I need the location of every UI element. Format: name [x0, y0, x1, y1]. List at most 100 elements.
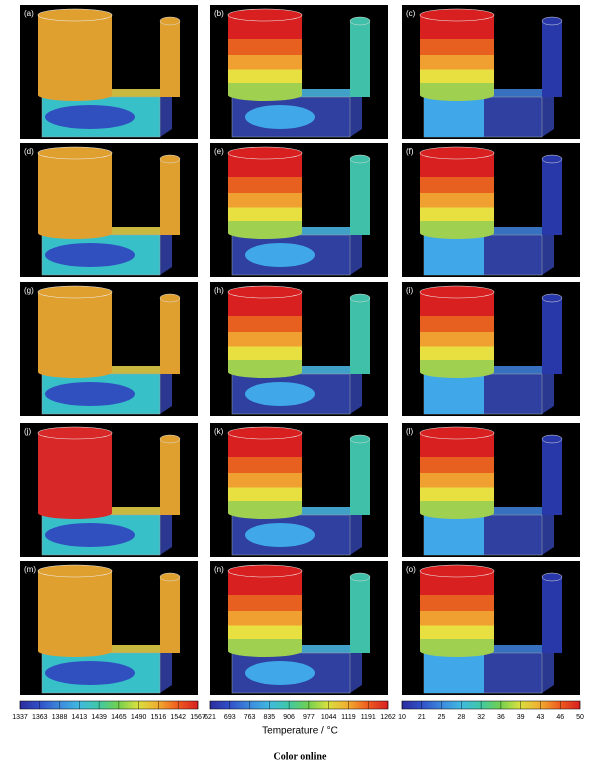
box-region — [45, 661, 135, 685]
colorbar — [401, 700, 581, 710]
panel-label: (j) — [24, 427, 31, 436]
box-side — [542, 507, 554, 555]
colorbar-tick-label: 835 — [263, 714, 275, 721]
big-cylinder-bottom — [38, 507, 112, 519]
colorbar-tick-label: 1542 — [170, 714, 186, 721]
colorbar-tick-label: 1363 — [32, 714, 48, 721]
colorbar-tick-label: 46 — [556, 714, 564, 721]
box-side — [542, 366, 554, 414]
box-region — [245, 661, 315, 685]
big-cylinder-top — [37, 426, 113, 440]
big-cylinder-top — [227, 8, 303, 22]
panel-label: (b) — [214, 9, 224, 18]
panel-label: (l) — [406, 427, 413, 436]
big-cylinder — [38, 433, 112, 513]
small-cylinder-top — [349, 154, 371, 164]
colorbar — [209, 700, 389, 710]
small-cylinder — [542, 577, 562, 653]
small-cylinder — [350, 21, 370, 97]
big-cylinder-bottom — [228, 89, 302, 101]
box-side — [160, 366, 172, 414]
colorbar-tick-label: 693 — [224, 714, 236, 721]
panel-label: (f) — [406, 147, 414, 156]
big-cylinder-bottom — [420, 227, 494, 239]
panel-label: (a) — [24, 9, 34, 18]
colorbar-tick-label: 1191 — [361, 714, 376, 721]
box-region — [424, 235, 484, 275]
box-side — [542, 645, 554, 693]
panel-label: (g) — [24, 286, 34, 295]
big-cylinder-top — [419, 564, 495, 578]
big-cylinder-top — [227, 285, 303, 299]
big-cylinder — [38, 15, 112, 95]
colorbar-tick-label: 1567 — [190, 714, 206, 721]
big-cylinder — [228, 15, 302, 95]
colorbar-tick-label: 32 — [477, 714, 485, 721]
panel-label: (o) — [406, 565, 416, 574]
panel-label: (i) — [406, 286, 413, 295]
big-cylinder — [228, 153, 302, 233]
colorbar-tick-label: 1516 — [151, 714, 167, 721]
small-cylinder — [350, 159, 370, 235]
small-cylinder-top — [159, 572, 181, 582]
colorbar-tick-label: 10 — [398, 714, 406, 721]
big-cylinder — [420, 292, 494, 372]
colorbar-tick-label: 1262 — [380, 714, 396, 721]
small-cylinder — [160, 21, 180, 97]
small-cylinder-top — [159, 16, 181, 26]
big-cylinder-bottom — [228, 227, 302, 239]
panel-label: (d) — [24, 147, 34, 156]
box-region — [245, 105, 315, 129]
big-cylinder — [228, 292, 302, 372]
small-cylinder — [160, 577, 180, 653]
box-region — [245, 243, 315, 267]
box-region — [45, 243, 135, 267]
box-side — [160, 89, 172, 137]
box-side — [542, 89, 554, 137]
colorbar-tick-label: 1337 — [12, 714, 28, 721]
panel-label: (n) — [214, 565, 224, 574]
big-cylinder-top — [227, 146, 303, 160]
big-cylinder-top — [37, 564, 113, 578]
big-cylinder — [38, 571, 112, 651]
box-side — [542, 227, 554, 275]
big-cylinder-bottom — [420, 507, 494, 519]
big-cylinder-top — [37, 8, 113, 22]
panel-label: (e) — [214, 147, 224, 156]
big-cylinder — [420, 571, 494, 651]
big-cylinder-bottom — [420, 645, 494, 657]
colorbar-tick-label: 1388 — [52, 714, 68, 721]
colorbar-tick-label: 43 — [537, 714, 545, 721]
colorbar — [19, 700, 199, 710]
colorbar-tick-label: 36 — [497, 714, 505, 721]
colorbar-tick-label: 977 — [303, 714, 315, 721]
colorbar-tick-label: 25 — [438, 714, 446, 721]
box-region — [45, 382, 135, 406]
box-side — [350, 89, 362, 137]
big-cylinder-bottom — [420, 89, 494, 101]
small-cylinder — [160, 159, 180, 235]
small-cylinder-top — [159, 434, 181, 444]
small-cylinder-top — [541, 434, 563, 444]
colorbar-tick-label: 1413 — [72, 714, 88, 721]
axis-label: Temperature / °C — [262, 726, 338, 737]
box-region — [424, 515, 484, 555]
big-cylinder-bottom — [38, 227, 112, 239]
big-cylinder-top — [419, 8, 495, 22]
big-cylinder-bottom — [228, 645, 302, 657]
big-cylinder — [228, 571, 302, 651]
box-region — [245, 382, 315, 406]
small-cylinder — [350, 439, 370, 515]
big-cylinder — [420, 15, 494, 95]
colorbar-tick-label: 39 — [517, 714, 525, 721]
caption: Color online — [274, 751, 327, 762]
small-cylinder — [542, 298, 562, 374]
small-cylinder — [542, 439, 562, 515]
big-cylinder — [38, 292, 112, 372]
small-cylinder-top — [159, 154, 181, 164]
box-side — [350, 645, 362, 693]
panel-label: (m) — [24, 565, 36, 574]
big-cylinder-top — [419, 426, 495, 440]
colorbar-tick-label: 28 — [457, 714, 465, 721]
colorbar-tick-label: 50 — [576, 714, 584, 721]
